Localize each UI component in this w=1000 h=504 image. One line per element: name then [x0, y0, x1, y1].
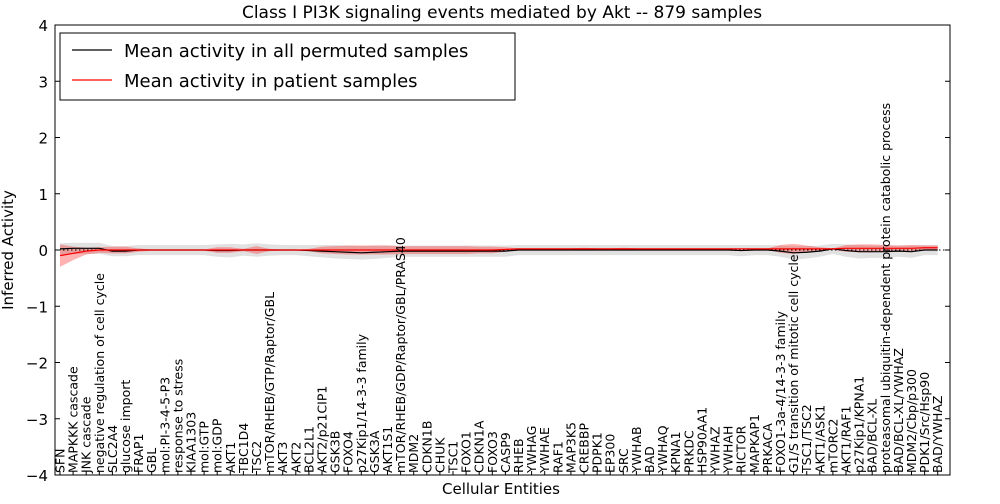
x-tick-label: BAD/BCL-XL/YWHAZ	[891, 348, 906, 473]
x-tick-label: YWHAH	[721, 426, 736, 474]
x-tick-label: AKT1	[223, 442, 238, 473]
legend-label-patient: Mean activity in patient samples	[124, 71, 418, 92]
x-tick-label: KIAA1303	[184, 412, 199, 473]
x-tick-label: CDKN1A	[472, 420, 487, 473]
x-tick-label: YWHAZ	[708, 426, 723, 474]
y-tick-label: 0	[38, 242, 48, 260]
y-tick-label: 3	[38, 73, 48, 91]
x-tick-label: AKT3	[275, 442, 290, 473]
x-tick-label: SRC	[616, 448, 631, 473]
x-tick-label: MDM2	[406, 434, 421, 473]
x-tick-label: YWHAE	[537, 427, 552, 474]
patient-mean-line	[59, 247, 938, 257]
x-tick-label: AKT1S1	[380, 426, 395, 473]
x-tick-label: SLC2A4	[105, 425, 120, 473]
x-tick-label: FOXO1-3a-4/14-3-3 family	[773, 310, 788, 473]
x-tick-label: PDK1/Src/Hsp90	[917, 372, 932, 473]
legend-label-permuted: Mean activity in all permuted samples	[124, 41, 468, 62]
x-axis-label: Cellular Entities	[442, 480, 560, 498]
x-tick-label: mol:GTP	[197, 421, 212, 473]
x-tick-label: YWHAB	[629, 426, 644, 474]
y-tick-label: −2	[26, 355, 48, 373]
x-tick-label: JNK cascade	[79, 396, 94, 474]
x-tick-label: MAP3K5	[563, 422, 578, 473]
x-tick-label: TSC2	[249, 441, 264, 474]
x-tick-label: GSK3A	[367, 430, 382, 473]
x-tick-label: RAF1	[550, 441, 565, 473]
x-tick-label: YWHAQ	[655, 425, 670, 474]
x-tick-label: EP300	[603, 434, 618, 473]
y-tick-label: 2	[38, 130, 48, 148]
x-tick-label: PRKDC	[681, 430, 696, 473]
plot-frame	[54, 24, 951, 476]
x-tick-label: FOXO4	[341, 431, 356, 473]
legend-box	[59, 32, 516, 101]
x-tick-label: G1/S transition of mitotic cell cycle	[786, 254, 801, 473]
x-tick-label: FRAP1	[131, 434, 146, 473]
x-tick-label: AKT1/RAF1	[839, 406, 854, 473]
x-tick-label: TSC1/TSC2	[799, 404, 814, 474]
x-tick-label: response to stress	[170, 359, 185, 473]
x-tick-label: PDPK1	[590, 432, 605, 473]
y-tick-label: −3	[26, 411, 48, 429]
y-ticks: 4 3 2 1 0 −1 −2 −3 −4	[26, 17, 950, 485]
x-tick-label: glucose import	[118, 380, 133, 473]
x-tick-label: SFN	[53, 449, 68, 473]
x-tick-label: PRKACA	[760, 423, 775, 473]
x-tick-label: KPNA1	[668, 431, 683, 473]
x-tick-label: CREBBP	[577, 423, 592, 473]
x-tick-label: MDM2/Cbp/p300	[904, 369, 919, 473]
x-tick-label: BAD	[642, 446, 657, 473]
x-tick-label: CASP9	[498, 432, 513, 473]
x-tick-label: YWHAG	[524, 426, 539, 474]
x-tick-label: BCL2L1	[301, 426, 316, 473]
y-tick-label: 1	[38, 186, 48, 204]
x-tick-label: HSP90AA1	[694, 407, 709, 473]
x-tick-label: mol:GDP	[210, 418, 225, 473]
y-axis-label: Inferred Activity	[0, 190, 17, 310]
x-tick-label: mol:PI-3-4-5-P3	[157, 377, 172, 473]
x-tick-label: AKT2	[288, 442, 303, 473]
x-tick-label: GSK3B	[328, 431, 343, 473]
x-tick-label: MAPKKK cascade	[66, 366, 81, 473]
x-tick-label: negative regulation of cell cycle	[92, 273, 107, 473]
x-tick-label: FOXO3	[485, 431, 500, 473]
x-tick-label: CDKN1B	[419, 421, 434, 473]
x-tick-label: MAPKAP1	[747, 414, 762, 473]
x-tick-label: p27Kip1/KPNA1	[852, 376, 867, 473]
chart-title: Class I PI3K signaling events mediated b…	[242, 3, 762, 23]
lines	[55, 247, 950, 257]
x-tick-label: mTOR/RHEB/GTP/Raptor/GBL	[262, 292, 277, 473]
y-tick-label: −4	[26, 467, 48, 485]
x-tick-label: RICTOR	[734, 425, 749, 473]
x-tick-label: RHEB	[511, 438, 526, 473]
y-tick-label: −1	[26, 298, 48, 316]
x-tick-label: AKT1/ASK1	[812, 405, 827, 473]
x-tick-label: proteasomal ubiquitin-dependent protein …	[878, 103, 893, 473]
x-tick-label: BAD/BCL-XL	[865, 399, 880, 473]
x-tick-label: CHUK	[432, 437, 447, 473]
x-tick-label: TBC1D4	[236, 423, 251, 474]
x-tick-label: BAD/YWHAZ	[930, 396, 945, 473]
x-tick-label: TSC1	[446, 441, 461, 474]
x-tick-label: mTOR/RHEB/GDP/Raptor/GBL/PRAS40	[393, 237, 408, 473]
x-tick-label: mTORC2	[825, 419, 840, 473]
y-tick-label: 4	[38, 17, 48, 35]
legend: Mean activity in all permuted samples Me…	[59, 32, 516, 101]
x-tick-label: p27Kip1/14-3-3 family	[354, 333, 369, 473]
x-tick-label: FOXO1	[459, 431, 474, 473]
x-tick-label: GBL	[144, 448, 159, 473]
x-tick-label: AKT2/p21CIP1	[315, 386, 330, 473]
